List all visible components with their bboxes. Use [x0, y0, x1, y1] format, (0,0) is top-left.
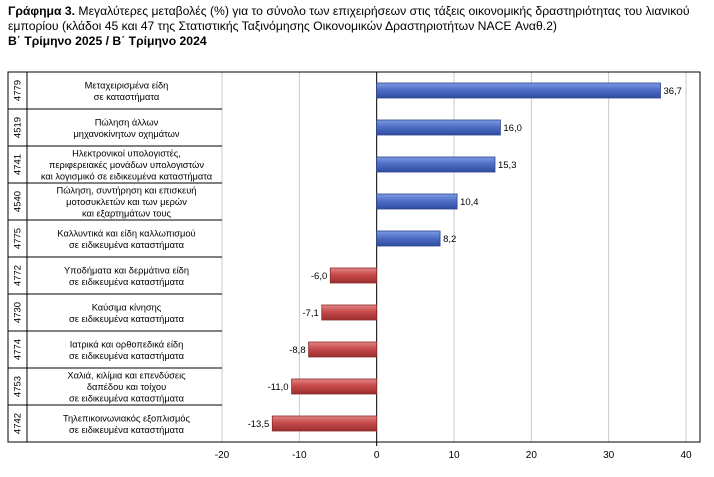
negative-bar [291, 378, 378, 395]
category-code: 4774 [13, 339, 24, 360]
negative-bar [308, 341, 378, 358]
category-label-line: Τηλεπικοινωνιακός εξοπλισμός [63, 413, 190, 423]
positive-bar [376, 119, 501, 136]
bar-value-label: 16,0 [503, 123, 522, 134]
category-label-line: και εξαρτημάτων τους [82, 209, 172, 219]
category-label-line: Καύσιμα κίνησης [92, 302, 162, 312]
category-label-line: Καλλυντικά και είδη καλλωπισμού [57, 228, 195, 238]
category-label-line: Ιατρικά και ορθοπεδικά είδη [70, 339, 184, 349]
bar-value-label: -7,1 [302, 308, 318, 319]
bar-value-label: -11,0 [268, 382, 289, 393]
bar-value-label: 36,7 [663, 86, 682, 97]
category-code: 4741 [13, 154, 24, 175]
category-code: 4519 [13, 117, 24, 138]
x-tick-label: -20 [215, 450, 230, 461]
x-tick-label: 10 [448, 450, 460, 461]
category-label-line: Χαλιά, κιλίμια και επενδύσεις [67, 371, 186, 381]
category-label-line: σε ειδικευμένα καταστήματα [69, 425, 185, 435]
category-label-line: σε ειδικευμένα καταστήματα [69, 277, 185, 287]
negative-bar [329, 267, 378, 284]
x-tick-label: 30 [603, 450, 615, 461]
category-label-line: μοτοσυκλετών και των μερών [66, 197, 187, 207]
positive-bar [376, 156, 496, 173]
category-label-line: περιφερειακές μονάδων υπολογιστών [49, 160, 204, 170]
x-tick-label: -10 [292, 450, 307, 461]
category-code: 4540 [13, 191, 24, 212]
bar-value-label: -6,0 [311, 271, 327, 282]
category-label-line: Πώληση άλλων [95, 117, 159, 127]
x-tick-label: 40 [680, 450, 692, 461]
negative-bar [271, 415, 378, 432]
category-label-line: σε καταστήματα [94, 92, 160, 102]
category-code: 4730 [13, 302, 24, 323]
category-label-line: Υποδήματα και δερμάτινα είδη [64, 265, 189, 275]
category-label-line: σε ειδικευμένα καταστήματα [69, 314, 185, 324]
positive-bar [376, 82, 661, 99]
bar-value-label: -13,5 [248, 419, 270, 430]
category-code: 4779 [13, 80, 24, 101]
category-label-line: σε ειδικευμένα καταστήματα [69, 351, 185, 361]
bar-value-label: 10,4 [460, 197, 479, 208]
figure-number: Γράφημα 3. [8, 4, 76, 18]
positive-bar [376, 193, 458, 210]
category-label-line: δαπέδου και τοίχου [87, 382, 166, 392]
category-code: 4772 [13, 265, 24, 286]
category-label-line: σε ειδικευμένα καταστήματα [69, 394, 185, 404]
positive-bar [376, 230, 441, 247]
bar-value-label: -8,8 [289, 345, 305, 356]
category-label-line: σε ειδικευμένα καταστήματα [69, 240, 185, 250]
chart-title: Μεγαλύτερες μεταβολές (%) για το σύνολο … [8, 4, 690, 33]
chart-subtitle: Β΄ Τρίμηνο 2025 / Β΄ Τρίμηνο 2024 [8, 34, 207, 48]
negative-bar [321, 304, 378, 321]
category-code: 4775 [13, 228, 24, 249]
category-label-line: Μεταχειρισμένα είδη [85, 80, 169, 90]
chart-title-block: Γράφημα 3. Μεγαλύτερες μεταβολές (%) για… [8, 4, 708, 49]
category-code: 4742 [13, 413, 24, 434]
category-label-line: μηχανοκίνητων οχημάτων [73, 129, 179, 139]
bar-value-label: 8,2 [443, 234, 456, 245]
category-label-line: Πώληση, συντήρηση και επισκευή [57, 186, 197, 196]
category-code: 4753 [13, 376, 24, 397]
x-tick-label: 20 [526, 450, 538, 461]
bar-value-label: 15,3 [498, 160, 517, 171]
category-label-line: και λογισμικό σε ειδικευμένα καταστήματα [41, 172, 213, 182]
category-label-line: Ηλεκτρονικοί υπολογιστές, [72, 149, 181, 159]
x-tick-label: 0 [374, 450, 380, 461]
